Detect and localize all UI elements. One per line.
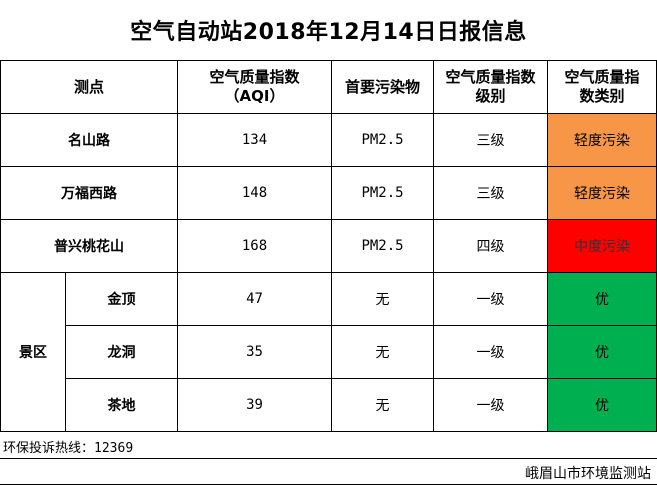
site-name: 龙洞: [64, 325, 179, 379]
aqi-category: 优: [547, 272, 657, 326]
aqi-value: 47: [177, 272, 333, 326]
header-category-line1: 空气质量指: [564, 68, 640, 86]
aqi-level: 一级: [433, 272, 549, 326]
header-aqi-line1: 空气质量指数: [209, 68, 300, 86]
aqi-level: 三级: [433, 166, 549, 220]
aqi-value: 168: [177, 219, 333, 273]
hotline-number: 12369: [94, 441, 134, 456]
aqi-category: 轻度污染: [547, 113, 657, 167]
aqi-value: 148: [177, 166, 333, 220]
site-name: 普兴桃花山: [0, 219, 179, 273]
aqi-category: 中度污染: [547, 219, 657, 273]
aqi-category: 优: [547, 325, 657, 379]
report-title: 空气自动站2018年12月14日日报信息: [130, 20, 527, 45]
aqi-level: 四级: [433, 219, 549, 273]
primary-pollutant: 无: [331, 378, 435, 432]
footer-divider: [0, 458, 657, 459]
site-name: 名山路: [0, 113, 179, 167]
aqi-level: 一级: [433, 378, 549, 432]
site-name: 金顶: [64, 272, 179, 326]
scenic-group-label: 景区: [0, 272, 66, 432]
primary-pollutant: PM2.5: [331, 166, 435, 220]
primary-pollutant: PM2.5: [331, 219, 435, 273]
table-row: 龙洞 35 无 一级 优: [1, 325, 657, 379]
table-row: 普兴桃花山 168 PM2.5 四级 中度污染: [0, 219, 657, 273]
aqi-level: 一级: [433, 325, 549, 379]
issuer-name: 峨眉山市环境监测站: [525, 466, 651, 482]
aqi-value: 35: [177, 325, 333, 379]
header-aqi-line2: （AQI）: [224, 87, 285, 105]
site-name: 万福西路: [0, 166, 179, 220]
hotline: 环保投诉热线：12369: [3, 437, 133, 456]
aqi-value: 134: [177, 113, 333, 167]
header-category-line2: 数类别: [579, 87, 625, 105]
header-aqi: 空气质量指数 （AQI）: [177, 60, 333, 114]
site-name: 茶地: [64, 378, 179, 432]
table-row: 茶地 39 无 一级 优: [1, 378, 657, 432]
header-site: 测点: [0, 60, 179, 114]
primary-pollutant: 无: [331, 272, 435, 326]
aqi-category: 轻度污染: [547, 166, 657, 220]
aqi-level: 三级: [433, 113, 549, 167]
table-row: 名山路 134 PM2.5 三级 轻度污染: [0, 113, 657, 167]
primary-pollutant: PM2.5: [331, 113, 435, 167]
aqi-category: 优: [547, 378, 657, 432]
table-row: 景区 金顶 47 无 一级 优: [0, 272, 657, 432]
header-level-line1: 空气质量指数: [445, 68, 536, 86]
primary-pollutant: 无: [331, 325, 435, 379]
header-level-line2: 级别: [475, 87, 506, 105]
hotline-label: 环保投诉热线：: [3, 441, 95, 456]
aqi-table: 测点 空气质量指数 （AQI） 首要污染物 空气质量指数 级别 空气质量指 数类…: [0, 60, 657, 432]
table-row: 万福西路 148 PM2.5 三级 轻度污染: [0, 166, 657, 220]
header-level: 空气质量指数 级别: [433, 60, 549, 114]
header-pollutant: 首要污染物: [331, 60, 435, 114]
header-category: 空气质量指 数类别: [547, 60, 657, 114]
table-header-row: 测点 空气质量指数 （AQI） 首要污染物 空气质量指数 级别 空气质量指 数类…: [0, 60, 657, 114]
aqi-value: 39: [177, 378, 333, 432]
